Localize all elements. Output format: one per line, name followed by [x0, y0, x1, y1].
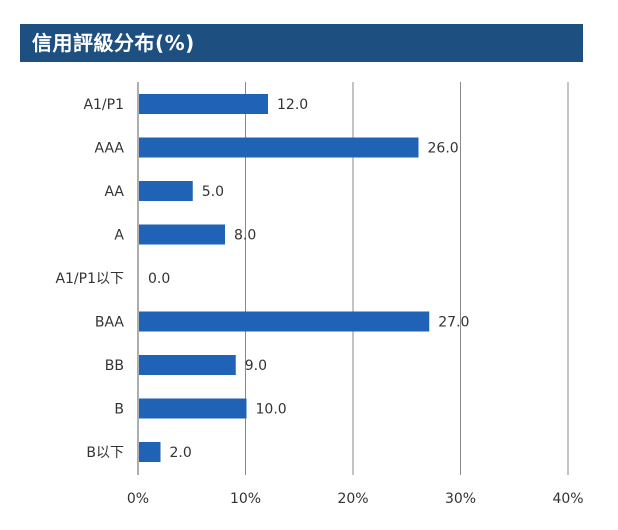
- category-label: A: [114, 228, 124, 244]
- value-label: 10.0: [256, 402, 287, 418]
- bar: [139, 224, 225, 245]
- bar: [139, 181, 193, 201]
- value-label: 12.0: [277, 97, 308, 113]
- bar: [139, 94, 268, 114]
- bar: [139, 137, 419, 158]
- value-label: 27.0: [438, 315, 469, 331]
- bar: [139, 398, 247, 419]
- x-tick-label: 0%: [127, 491, 149, 507]
- x-tick-label: 10%: [230, 491, 261, 507]
- category-label: A1/P1以下: [55, 271, 124, 287]
- value-label: 9.0: [245, 358, 267, 374]
- value-label: 2.0: [170, 445, 192, 461]
- value-label: 0.0: [148, 271, 170, 287]
- value-label: 5.0: [202, 184, 224, 200]
- category-label: AAA: [94, 141, 124, 157]
- category-label: A1/P1: [83, 97, 124, 113]
- category-label: B: [114, 402, 124, 418]
- category-label: BAA: [95, 315, 125, 331]
- category-label: BB: [105, 358, 124, 374]
- chart-title: 信用評級分布(%): [32, 31, 195, 55]
- bar: [139, 442, 161, 462]
- bar: [139, 355, 236, 375]
- x-tick-label: 20%: [337, 491, 368, 507]
- value-label: 26.0: [428, 141, 459, 157]
- bar: [139, 311, 430, 332]
- x-tick-label: 40%: [552, 491, 583, 507]
- category-label: B以下: [86, 445, 124, 461]
- value-label: 8.0: [234, 228, 256, 244]
- x-tick-label: 30%: [445, 491, 476, 507]
- category-label: AA: [104, 184, 124, 200]
- chart-title-banner: 信用評級分布(%): [20, 24, 583, 62]
